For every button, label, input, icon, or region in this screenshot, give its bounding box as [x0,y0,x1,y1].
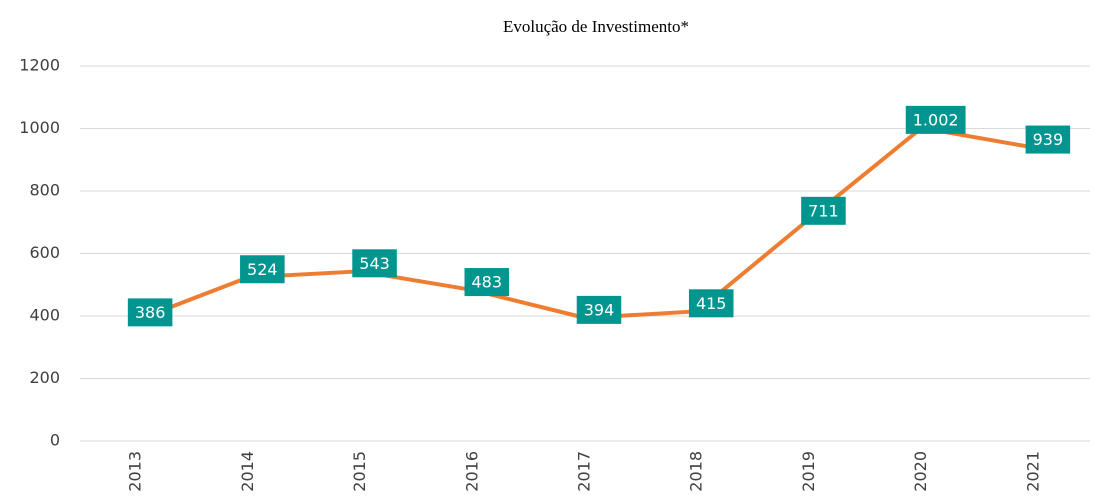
data-label-box [688,289,734,318]
data-label-group: 394 [576,295,622,324]
x-tick-label: 2021 [1023,451,1042,492]
data-label-box [240,255,285,284]
x-tick-label: 2019 [799,451,818,492]
x-tick-label: 2016 [462,451,481,492]
data-label-box [352,249,397,278]
data-label-group: 711 [801,196,846,225]
data-label-box [801,196,846,225]
data-label: 939 [1033,130,1064,149]
data-label: 711 [808,201,839,220]
data-label-group: 483 [464,268,510,297]
data-label: 524 [247,260,278,279]
chart-title: Evolução de Investimento* [503,17,689,36]
data-label-group: 386 [127,298,173,327]
x-tick-label: 2013 [126,451,145,492]
line [135,125,1035,323]
y-tick-label: 400 [29,306,60,325]
y-tick-label: 200 [29,368,60,387]
data-label-box [1025,125,1071,154]
data-label-box [464,268,510,297]
data-label-group: 415 [688,289,734,318]
data-label-group: 543 [352,249,397,278]
x-tick-label: 2015 [350,451,369,492]
data-label-box [576,295,622,324]
x-tick-label: 2018 [687,451,706,492]
data-label: 543 [359,254,390,273]
data-label-group: 1.002 [905,105,966,134]
y-tick-label: 800 [29,181,60,200]
data-label-group: 939 [1025,125,1071,154]
data-label-group: 524 [240,255,285,284]
data-label: 1.002 [913,110,959,129]
data-label: 415 [696,294,727,313]
y-tick-label: 0 [50,431,60,450]
y-tick-label: 1200 [19,56,60,75]
y-tick-label: 600 [29,243,60,262]
data-label-box [905,105,966,134]
x-tick-label: 2020 [911,451,930,492]
data-label: 394 [584,300,615,319]
data-label: 483 [472,273,503,292]
y-tick-label: 1000 [19,118,60,137]
data-label-box [127,298,173,327]
x-tick-label: 2017 [575,451,594,492]
x-tick-label: 2014 [238,451,257,492]
data-label: 386 [135,303,166,322]
